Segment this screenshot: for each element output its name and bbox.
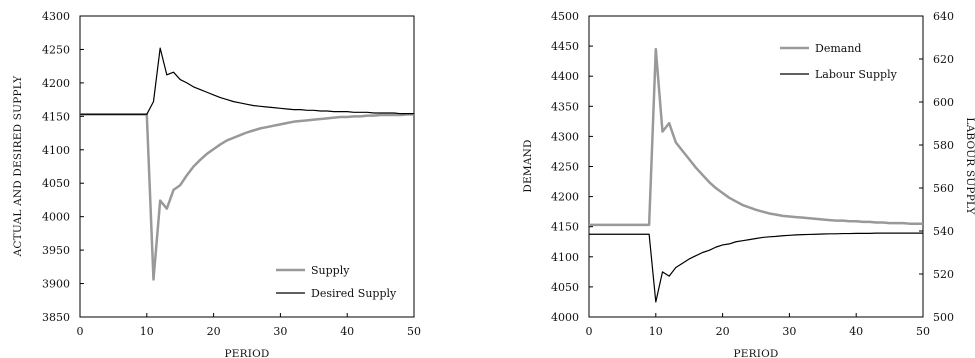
y2-tick-label: 580: [933, 139, 954, 152]
x-tick-label: 10: [140, 325, 154, 338]
y-tick-label: 4400: [551, 70, 579, 83]
x-tick-label: 30: [273, 325, 287, 338]
y-tick-label: 4300: [42, 10, 70, 23]
right-y-axis-title: DEMAND: [522, 139, 534, 192]
right-x-axis-title: PERIOD: [733, 348, 778, 358]
right-x-ticks: 0 10 20 30 40 50: [586, 313, 930, 338]
y2-tick-label: 560: [933, 182, 954, 195]
left-y-ticks: 3850 3900 3950 4000 4050 4100 4150 4200 4250 4300: [42, 10, 84, 324]
x-tick-label: 50: [407, 325, 421, 338]
y2-tick-label: 540: [933, 225, 954, 238]
y-tick-label: 4300: [551, 130, 579, 143]
legend-label-demand: Demand: [815, 42, 861, 55]
left-plot-frame: [79, 15, 415, 318]
y-tick-label: 4150: [42, 110, 70, 123]
y-tick-label: 4500: [551, 10, 579, 23]
y2-tick-label: 620: [933, 53, 954, 66]
y2-tick-label: 600: [933, 96, 954, 109]
y-tick-label: 3900: [42, 278, 70, 291]
legend-label-labour-supply: Labour Supply: [815, 68, 898, 81]
y2-tick-label: 520: [933, 268, 954, 281]
right-plot-frame: [588, 15, 924, 318]
y-tick-label: 4000: [42, 211, 70, 224]
x-tick-label: 20: [207, 325, 221, 338]
y-tick-label: 4000: [551, 311, 579, 324]
series-line-desired-supply: [80, 47, 414, 115]
right-legend: Demand Labour Supply: [780, 42, 898, 81]
y-tick-label: 4250: [551, 161, 579, 174]
y-tick-label: 4100: [551, 251, 579, 264]
left-chart: 0 10 20 30 40 50 3850390039504000405041004150…: [12, 10, 421, 358]
y2-tick-label: 640: [933, 10, 954, 23]
left-x-ticks: 0 10 20 30 40 50: [77, 313, 421, 338]
y-tick-label: 4450: [551, 40, 579, 53]
series-line-labour-supply: [589, 232, 923, 303]
y-tick-label: 4350: [551, 100, 579, 113]
x-tick-label: 40: [340, 325, 354, 338]
y2-tick-label: 500: [933, 311, 954, 324]
y-tick-label: 4200: [551, 191, 579, 204]
right-y-ticks: 4000 4050 4100 4150 4200 4250 4300 4350 4400 4450…: [551, 10, 593, 324]
series-line-demand: [589, 47, 923, 227]
x-tick-label: 0: [77, 325, 84, 338]
x-tick-label: 10: [649, 325, 663, 338]
right-series-group: [589, 47, 923, 303]
left-legend: Supply Desired Supply: [276, 264, 397, 300]
left-x-axis-title: PERIOD: [224, 348, 269, 358]
series-line-supply: [80, 113, 414, 281]
y-tick-label: 4050: [551, 281, 579, 294]
y-tick-label: 4150: [551, 221, 579, 234]
x-tick-label: 30: [782, 325, 796, 338]
y-tick-label: 4100: [42, 144, 70, 157]
left-y-axis-title: ACTUAL AND DESIRED SUPPLY: [12, 75, 24, 258]
right-y2-axis-title: LABOUR SUPPLY: [964, 117, 975, 215]
x-tick-label: 40: [849, 325, 863, 338]
x-tick-label: 0: [586, 325, 593, 338]
right-y2-ticks: 500 520 540 560 580 600 620 640: [919, 10, 954, 324]
y-tick-label: 4250: [42, 43, 70, 56]
right-chart: 0 10 20 30 40 50 4000405041004150420042504300…: [522, 10, 975, 358]
x-tick-label: 20: [716, 325, 730, 338]
y-tick-label: 3950: [42, 244, 70, 257]
legend-label-supply: Supply: [311, 264, 350, 277]
legend-label-desired-supply: Desired Supply: [311, 287, 397, 300]
y-tick-label: 4050: [42, 177, 70, 190]
y-tick-label: 4200: [42, 77, 70, 90]
left-series-group: [80, 47, 414, 281]
y-tick-label: 3850: [42, 311, 70, 324]
x-tick-label: 50: [916, 325, 930, 338]
